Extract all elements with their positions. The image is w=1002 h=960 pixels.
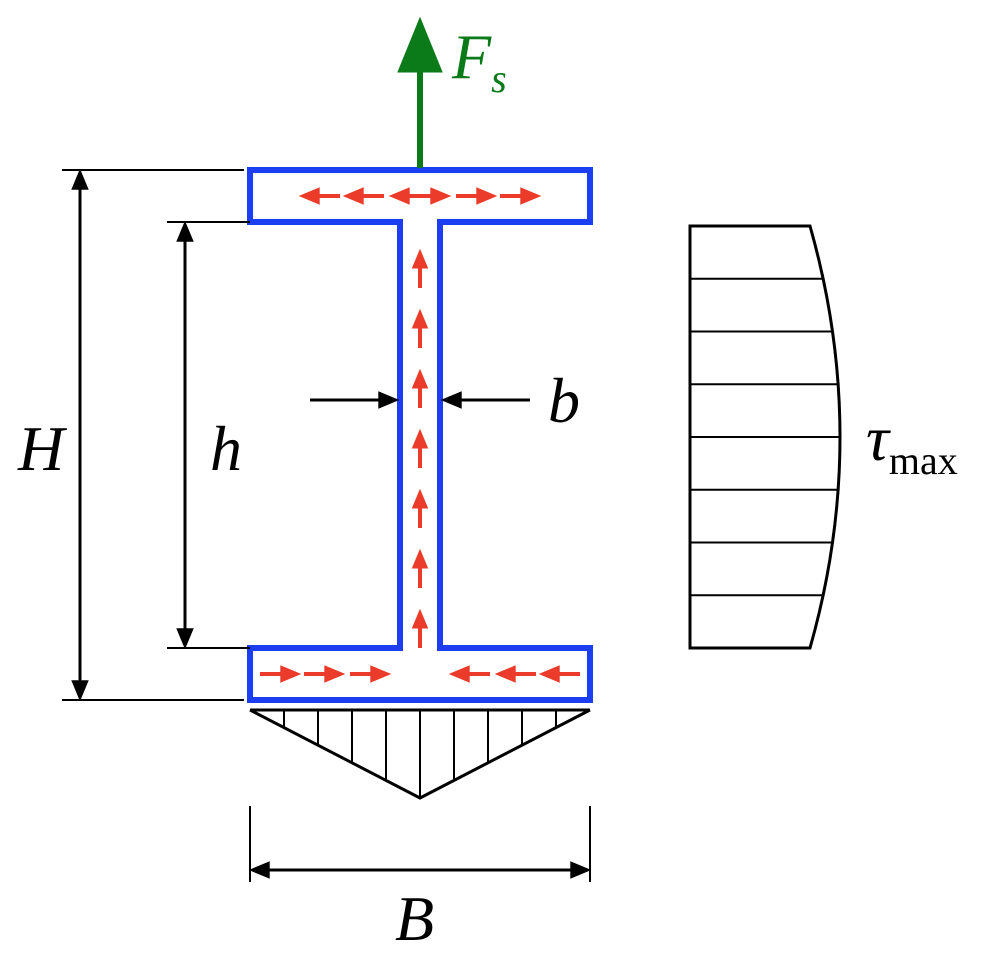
dim-label-B: B [395,883,434,954]
dim-label-b: b [548,365,580,436]
diagram-svg: Fs Hh b Bτmax [0,0,1002,960]
tau-max-label: τmax [866,403,958,483]
force-label: Fs [451,21,507,101]
dim-label-H: H [17,413,68,484]
dim-label-h: h [210,413,242,484]
